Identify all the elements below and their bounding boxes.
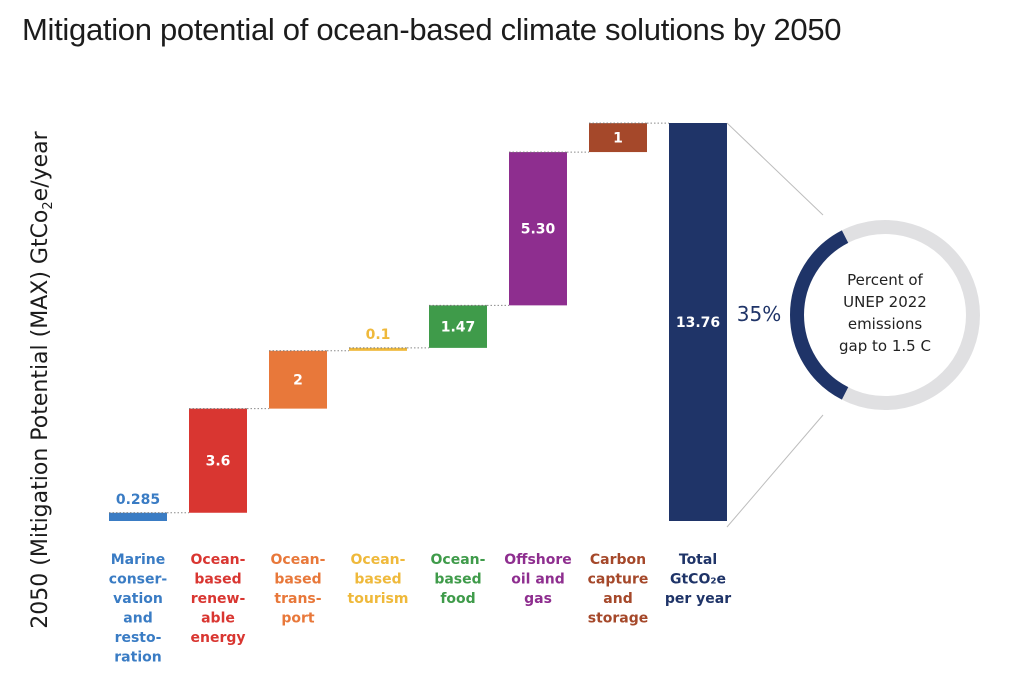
category-label-2-2: trans- (274, 591, 321, 607)
category-label-1-1: based (194, 572, 241, 588)
category-label-7-0: Total (679, 552, 717, 568)
value-label-3: 0.1 (366, 327, 391, 343)
category-label-6-1: capture (588, 572, 649, 588)
category-label-2-1: based (274, 572, 321, 588)
category-label-5-2: gas (524, 591, 552, 607)
category-label-0-4: resto- (115, 630, 162, 646)
category-labels-layer: Marine conser-vation and resto-ration Ocean-… (109, 552, 731, 666)
category-label-0-5: ration (114, 650, 161, 666)
donut-text-1: UNEP 2022 (843, 293, 927, 311)
value-labels-layer: 0.285 3.6 2 0.1 1.47 5.30 1 13.76 (116, 131, 720, 508)
donut-layer: Percent of UNEP 2022 emissions gap to 1.5 C… (726, 122, 980, 528)
guide-line-top (726, 122, 824, 216)
category-label-6-3: storage (588, 611, 649, 627)
category-label-1-4: energy (190, 630, 245, 646)
category-label-0-3: and (123, 611, 152, 627)
donut-text-0: Percent of (847, 271, 923, 289)
category-label-2-3: port (281, 611, 315, 627)
category-label-3-0: Ocean- (351, 552, 406, 568)
category-label-0-2: vation (113, 591, 163, 607)
value-label-4: 1.47 (441, 320, 476, 336)
category-label-0-0: Marine (111, 552, 166, 568)
category-label-6-2: and (603, 591, 632, 607)
bar-1 (189, 408, 247, 513)
bars-layer (109, 123, 727, 521)
category-label-4-2: food (440, 591, 475, 607)
donut-percent-label: 35% (737, 302, 781, 326)
category-label-0-1: conser- (109, 572, 168, 588)
category-label-7-2: per year (665, 591, 731, 607)
value-label-0: 0.285 (116, 492, 160, 508)
value-label-2: 2 (293, 373, 303, 389)
category-label-4-1: based (434, 572, 481, 588)
category-label-2-0: Ocean- (271, 552, 326, 568)
bar-6 (589, 123, 647, 153)
donut-fill-arc (790, 230, 849, 400)
category-label-5-1: oil and (511, 572, 565, 588)
bar-3 (349, 347, 407, 351)
category-label-6-0: Carbon (590, 552, 646, 568)
bar-7 (669, 123, 727, 521)
category-label-1-3: able (201, 611, 235, 627)
value-label-5: 5.30 (521, 222, 556, 238)
bar-2 (269, 350, 327, 409)
value-label-1: 3.6 (206, 454, 231, 470)
value-label-7: 13.76 (676, 315, 720, 331)
chart-title: Mitigation potential of ocean-based clim… (22, 12, 842, 47)
bar-4 (429, 305, 487, 348)
connectors-layer (109, 122, 669, 514)
value-label-6: 1 (613, 131, 623, 147)
guide-line-bottom (726, 414, 824, 528)
category-label-3-1: based (354, 572, 401, 588)
category-label-1-0: Ocean- (191, 552, 246, 568)
bar-5 (509, 152, 567, 306)
bar-0 (109, 512, 167, 521)
donut-text-3: gap to 1.5 C (839, 337, 931, 355)
category-label-3-2: tourism (348, 591, 409, 607)
category-label-5-0: Offshore (504, 552, 572, 568)
category-label-1-2: renew- (191, 591, 246, 607)
donut-text-2: emissions (848, 315, 922, 333)
category-label-4-0: Ocean- (431, 552, 486, 568)
category-label-7-1: GtCO₂e (670, 572, 726, 588)
